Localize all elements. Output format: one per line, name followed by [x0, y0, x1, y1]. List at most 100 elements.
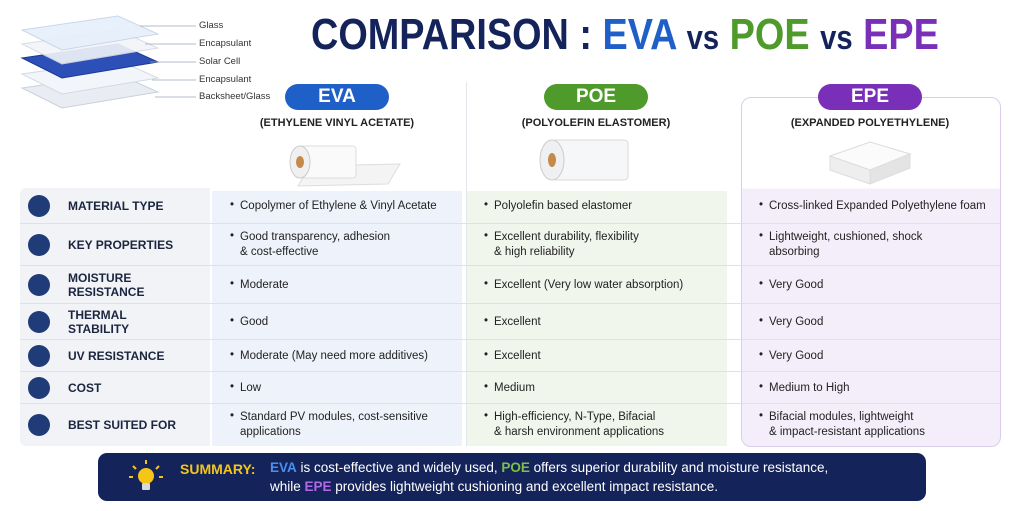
column-pill: EVA — [285, 84, 389, 110]
bullet: • — [759, 380, 764, 393]
row-icon — [28, 311, 50, 333]
layer-label: Glass — [199, 20, 224, 31]
row-divider — [20, 339, 1000, 340]
row-divider — [20, 371, 1000, 372]
cell-text: Excellent (Very low water absorption) — [494, 278, 683, 293]
column-subtitle: (ETHYLENE VINYL ACETATE) — [259, 117, 415, 129]
row-label-line: KEY PROPERTIES — [68, 238, 174, 252]
title-part: EVA — [602, 10, 677, 59]
cell-text: High-efficiency, N-Type, Bifacial & harsh… — [494, 410, 664, 440]
column-pill: POE — [544, 84, 648, 110]
layer-label: Encapsulant — [199, 38, 252, 49]
row-icon — [28, 234, 50, 256]
cell-line: & impact-resistant applications — [769, 426, 925, 438]
row-label: KEY PROPERTIES — [68, 238, 173, 252]
row-label: MOISTURE RESISTANCE — [68, 271, 144, 299]
lightbulb-icon — [129, 460, 163, 490]
cell-line: applications — [240, 426, 301, 438]
row-divider — [20, 223, 1000, 224]
bullet: • — [230, 380, 235, 393]
summary-label: SUMMARY: — [180, 461, 256, 477]
row-label: COST — [68, 381, 101, 395]
bullet: • — [230, 314, 235, 327]
row-icon — [28, 345, 50, 367]
cell-text: Medium — [494, 381, 535, 396]
cell-line: Cross-linked Expanded Polyethylene foam — [769, 199, 986, 212]
layer-label: Solar Cell — [199, 56, 241, 67]
cell-text: Bifacial modules, lightweight & impact-re… — [769, 410, 925, 440]
cell-text: Good — [240, 315, 268, 330]
cell-text: Cross-linked Expanded Polyethylene foam — [769, 199, 986, 214]
summary-part: EVA — [270, 460, 297, 475]
cell-text: Excellent — [494, 315, 541, 330]
bullet: • — [759, 348, 764, 361]
row-icon — [28, 195, 50, 217]
bullet: • — [484, 230, 489, 242]
row-label-line: MOISTURE — [68, 271, 132, 285]
cell-line: Copolymer of Ethylene & Vinyl Acetate — [240, 199, 437, 212]
summary-part: offers superior durability and moisture … — [529, 460, 829, 475]
summary-part: EPE — [304, 479, 332, 494]
summary-line: while EPE provides lightweight cushionin… — [270, 477, 718, 496]
column-pill: EPE — [818, 84, 922, 110]
bullet: • — [484, 198, 489, 211]
bullet: • — [759, 410, 764, 422]
row-label-line: COST — [68, 381, 102, 395]
row-label-line: STABILITY — [68, 322, 130, 336]
cell-line: Lightweight, cushioned, shock — [769, 231, 923, 243]
cell-line: Excellent — [494, 315, 541, 328]
cell-line: absorbing — [769, 246, 820, 258]
summary-part: provides lightweight cushioning and exce… — [331, 479, 718, 494]
bullet: • — [759, 198, 764, 211]
bullet: • — [484, 277, 489, 290]
row-label: THERMAL STABILITY — [68, 308, 129, 336]
cell-line: Very Good — [769, 315, 824, 328]
cell-line: & cost-effective — [240, 246, 319, 258]
bullet: • — [759, 277, 764, 290]
cell-line: & high reliability — [494, 246, 575, 258]
layer-label: Encapsulant — [199, 74, 252, 85]
cell-line: Medium to High — [769, 381, 850, 394]
eva-roll-image — [289, 145, 401, 187]
cell-line: Low — [240, 381, 262, 394]
row-divider — [20, 403, 1000, 404]
cell-line: Excellent (Very low water absorption) — [494, 278, 684, 291]
cell-line: & harsh environment applications — [494, 426, 665, 438]
row-label: BEST SUITED FOR — [68, 418, 176, 432]
bullet: • — [759, 314, 764, 327]
cell-line: Medium — [494, 381, 535, 394]
row-icon — [28, 274, 50, 296]
cell-text: Very Good — [769, 315, 823, 330]
row-label-line: UV RESISTANCE — [68, 349, 165, 363]
bullet: • — [230, 410, 235, 422]
row-icon — [28, 377, 50, 399]
cell-line: Excellent — [494, 349, 541, 362]
cell-text: Good transparency, adhesion & cost-effect… — [240, 230, 390, 260]
bullet: • — [230, 348, 235, 361]
cell-text: Moderate — [240, 278, 289, 293]
cell-text: Excellent durability, flexibility & high … — [494, 230, 639, 260]
cell-line: Moderate — [240, 278, 289, 291]
column-subtitle: (POLYOLEFIN ELASTOMER) — [521, 117, 671, 129]
summary-part: POE — [501, 460, 530, 475]
summary-line: EVA is cost-effective and widely used, P… — [270, 458, 828, 477]
row-divider — [20, 303, 1000, 304]
cell-text: Very Good — [769, 278, 823, 293]
cell-text: Copolymer of Ethylene & Vinyl Acetate — [240, 199, 437, 214]
bullet: • — [230, 198, 235, 211]
row-label-line: RESISTANCE — [68, 285, 145, 299]
cell-line: High-efficiency, N-Type, Bifacial — [494, 411, 656, 423]
cell-line: Polyolefin based elastomer — [494, 199, 633, 212]
cell-line: Moderate (May need more additives) — [240, 349, 428, 362]
summary-bar: SUMMARY: EVA is cost-effective and widely… — [98, 453, 926, 501]
layer-label: Backsheet/Glass — [199, 91, 271, 102]
title-part: POE — [729, 10, 810, 59]
cell-line: Standard PV modules, cost-sensitive — [240, 411, 428, 423]
row-divider — [20, 265, 1000, 266]
bullet: • — [484, 410, 489, 422]
cell-line: Good transparency, adhesion — [240, 231, 391, 243]
cell-text: Medium to High — [769, 381, 850, 396]
cell-text: Standard PV modules, cost-sensitive appli… — [240, 410, 428, 440]
row-icon — [28, 414, 50, 436]
